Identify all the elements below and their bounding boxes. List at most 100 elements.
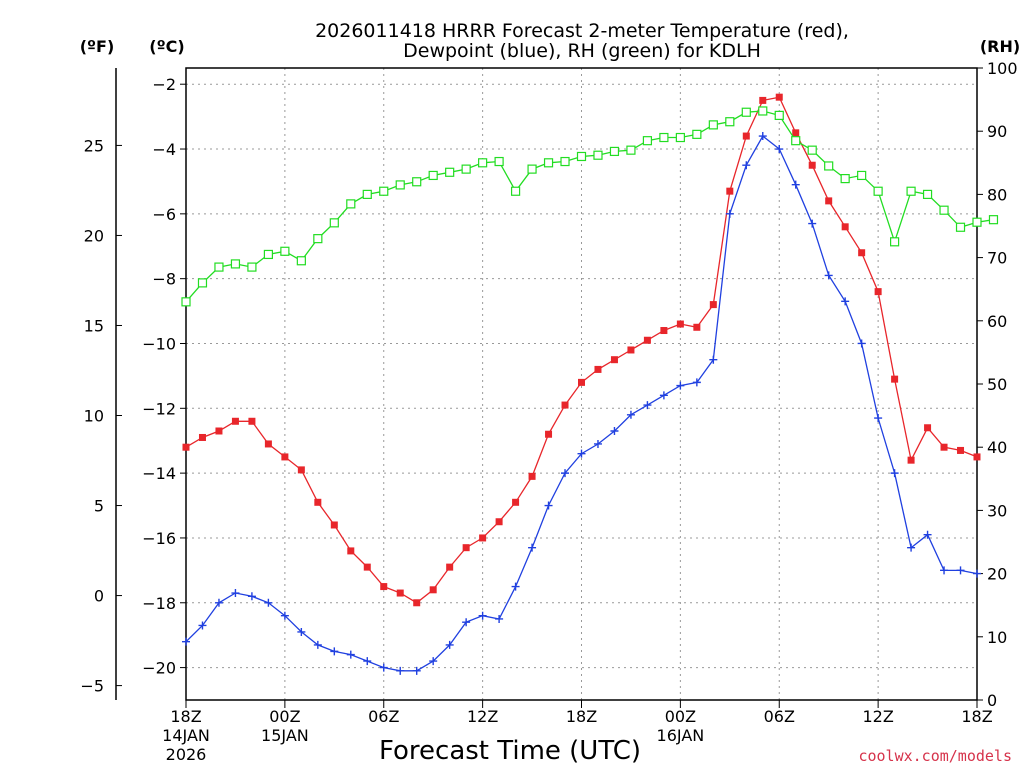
fahrenheit-tick-label: 5: [94, 497, 104, 516]
dewpoint-point: [297, 627, 306, 636]
temperature-point: [512, 498, 520, 506]
temperature-point: [231, 417, 239, 425]
dewpoint-point: [676, 381, 685, 390]
temperature-point: [610, 356, 618, 364]
rh-point: [626, 145, 636, 155]
data-series: [181, 93, 999, 675]
dewpoint-point: [874, 414, 883, 423]
temperature-point: [182, 443, 190, 451]
rh-point: [263, 249, 273, 260]
dewpoint-point: [659, 391, 668, 400]
rh-point: [346, 199, 356, 209]
rh-point: [461, 164, 471, 174]
dewpoint-point: [478, 611, 487, 620]
rh-point: [741, 107, 751, 117]
rh-point: [296, 256, 306, 266]
dewpoint-point: [841, 297, 850, 306]
rh-point: [890, 237, 900, 247]
rh-point: [906, 186, 916, 196]
dewpoint-point: [544, 501, 553, 510]
temperature-point: [957, 446, 965, 454]
rh-point: [494, 156, 504, 167]
temperature-point: [891, 375, 899, 383]
rh-point: [609, 146, 620, 157]
dewpoint-point: [940, 566, 949, 575]
dewpoint-point: [363, 657, 372, 666]
dewpoint-point: [775, 145, 784, 154]
temperature-point: [396, 589, 404, 597]
fahrenheit-tick-label: 15: [84, 316, 104, 335]
rh-point: [181, 297, 191, 307]
fahrenheit-tick-label: −5: [80, 677, 104, 696]
temperature-point: [627, 346, 635, 354]
celsius-tick-label: −6: [152, 205, 176, 224]
temperature-point: [742, 132, 750, 140]
dewpoint-point: [429, 657, 438, 666]
rh-point: [955, 222, 966, 232]
rh-point: [395, 180, 405, 190]
rh-point: [708, 120, 718, 130]
celsius-tick-label: −14: [142, 464, 176, 483]
rh-point: [593, 150, 603, 160]
rh-tick-label: 90: [987, 122, 1007, 141]
rh-point: [560, 156, 570, 167]
rh-point: [230, 259, 241, 269]
rh-line: [185, 110, 994, 303]
temperature-point: [215, 427, 223, 435]
temperature-point: [264, 440, 272, 448]
rh-point: [329, 218, 339, 228]
rh-point: [988, 215, 999, 225]
temperature-point: [907, 456, 915, 464]
rh-point: [692, 129, 702, 139]
x-tick-label: 18Z: [170, 707, 201, 726]
temperature-point: [446, 563, 454, 571]
temperature-point: [380, 583, 388, 591]
rh-point: [313, 234, 323, 244]
rh-point: [725, 117, 735, 127]
dewpoint-point: [231, 589, 240, 598]
temperature-point: [429, 586, 437, 594]
axes: −2 −4 −6 −8 −10 −12 −14 −16 −18 −20 18Z 00Z 06Z 12Z 18…: [80, 59, 1017, 764]
rh-point: [445, 167, 455, 177]
temperature-point: [479, 534, 487, 542]
rh-tick-label: 20: [987, 565, 1007, 584]
rh-point: [197, 278, 208, 288]
temperature-point: [198, 433, 206, 441]
celsius-tick-label: −8: [152, 270, 176, 289]
rh-point: [543, 158, 554, 168]
rh-point: [807, 145, 817, 155]
temperature-point: [314, 498, 322, 506]
celsius-tick-label: −20: [142, 659, 176, 678]
dewpoint-point: [214, 598, 223, 607]
rh-tick-label: 30: [987, 501, 1007, 520]
dewpoint-point: [445, 640, 454, 649]
temperature-point: [874, 288, 882, 296]
temperature-point: [924, 424, 932, 432]
temperature-point: [858, 249, 866, 257]
rh-point: [642, 136, 653, 146]
dewpoint-point: [742, 161, 751, 170]
temperature-point: [248, 417, 256, 425]
rh-point: [428, 170, 438, 181]
rh-tick-label: 60: [987, 312, 1007, 331]
dewpoint-point: [330, 647, 339, 656]
temperature-point: [676, 320, 684, 328]
temperature-point: [808, 161, 816, 169]
fahrenheit-tick-label: 0: [94, 587, 104, 606]
dewpoint-point: [824, 271, 833, 280]
rh-tick-label: 50: [987, 375, 1007, 394]
dewpoint-point: [528, 543, 537, 552]
temperature-point: [545, 430, 553, 438]
rh-point: [972, 217, 982, 227]
temperature-point: [792, 129, 800, 137]
rh-point: [214, 262, 224, 272]
rh-point: [939, 205, 949, 215]
celsius-tick-label: −10: [142, 334, 176, 353]
celsius-tick-label: −2: [152, 75, 176, 94]
dewpoint-point: [709, 355, 718, 364]
rh-point: [527, 164, 537, 174]
temperature-point: [973, 453, 981, 461]
dewpoint-point: [264, 598, 273, 607]
dewpoint-point: [412, 666, 421, 675]
dewpoint-point: [495, 614, 504, 623]
